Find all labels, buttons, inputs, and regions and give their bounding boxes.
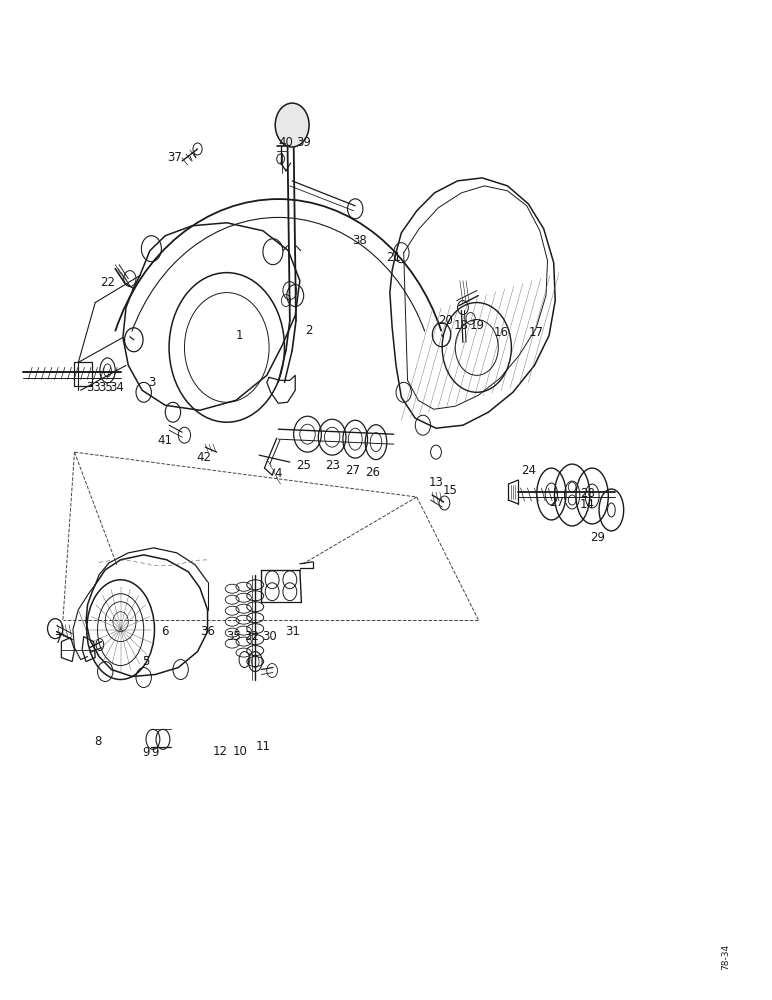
Text: 25: 25 (296, 459, 311, 472)
Text: 41: 41 (157, 434, 173, 447)
Text: 33: 33 (86, 381, 101, 394)
Text: 78-34: 78-34 (722, 944, 730, 970)
Text: 36: 36 (200, 625, 215, 638)
Text: 37: 37 (167, 151, 182, 164)
Text: 6: 6 (161, 625, 168, 638)
Text: 26: 26 (364, 466, 380, 479)
Text: 31: 31 (285, 625, 300, 638)
Text: 34: 34 (110, 381, 124, 394)
Text: 1: 1 (236, 329, 244, 342)
Text: 16: 16 (494, 326, 509, 339)
Text: 27: 27 (549, 496, 564, 509)
Text: 42: 42 (196, 451, 212, 464)
Text: 29: 29 (590, 531, 605, 544)
Text: 39: 39 (296, 136, 311, 149)
Text: 38: 38 (352, 234, 367, 247)
Text: 13: 13 (428, 476, 443, 489)
Text: 20: 20 (438, 314, 453, 327)
Text: 18: 18 (454, 319, 469, 332)
Text: 9: 9 (142, 746, 150, 759)
Text: 24: 24 (521, 464, 536, 477)
Text: 27: 27 (345, 464, 361, 477)
Text: 22: 22 (100, 276, 115, 289)
Text: 17: 17 (529, 326, 543, 339)
Text: 28: 28 (580, 487, 595, 500)
Text: 8: 8 (94, 735, 101, 748)
Text: 2: 2 (306, 324, 313, 337)
Text: 15: 15 (442, 484, 457, 497)
Text: 21: 21 (386, 251, 401, 264)
Text: 7: 7 (56, 633, 63, 646)
Circle shape (276, 103, 309, 147)
Text: 40: 40 (279, 136, 293, 149)
Text: 3: 3 (147, 376, 155, 389)
Text: 35: 35 (98, 381, 113, 394)
Text: 32: 32 (244, 630, 259, 643)
Text: 14: 14 (580, 498, 595, 511)
Text: 23: 23 (325, 459, 340, 472)
Text: 30: 30 (262, 630, 276, 643)
Text: 5: 5 (142, 655, 150, 668)
Text: 19: 19 (469, 319, 484, 332)
Text: 12: 12 (213, 745, 228, 758)
Text: 9: 9 (151, 746, 159, 759)
Text: 11: 11 (256, 740, 270, 753)
Text: 10: 10 (232, 745, 247, 758)
Text: 4: 4 (275, 467, 282, 480)
Text: 35: 35 (226, 630, 241, 643)
